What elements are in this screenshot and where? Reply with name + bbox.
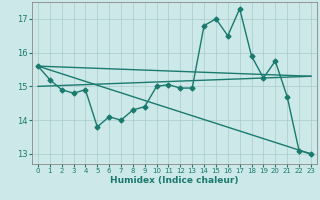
X-axis label: Humidex (Indice chaleur): Humidex (Indice chaleur)	[110, 176, 239, 185]
